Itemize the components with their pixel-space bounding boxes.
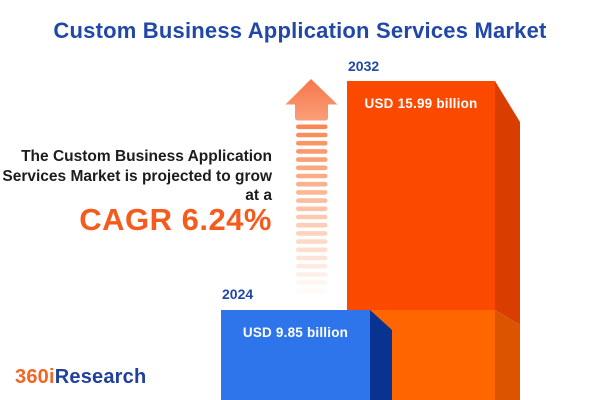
bar-value-2032: USD 15.99 billion [364, 96, 478, 111]
annotation-line-1: The Custom Business Application [21, 148, 272, 165]
annotation-line-3: at a [245, 187, 272, 204]
logo-suffix: Research [54, 366, 147, 388]
page-title: Custom Business Application Services Mar… [53, 18, 547, 43]
bar-label-2032: 2032 [348, 58, 380, 74]
bar-label-2024: 2024 [222, 286, 254, 302]
growth-arrow-icon [285, 79, 338, 294]
bar-2032 [347, 81, 520, 400]
bar-value-2024: USD 9.85 billion [242, 325, 349, 340]
cagr-value: CAGR 6.24% [79, 202, 272, 237]
company-logo: 360iResearch [15, 366, 146, 389]
annotation-text: The Custom Business Application Services… [0, 147, 272, 206]
logo-prefix: 360i [15, 366, 55, 388]
bar-2024 [221, 310, 392, 400]
annotation-line-2: Services Market is projected to grow [2, 167, 272, 185]
